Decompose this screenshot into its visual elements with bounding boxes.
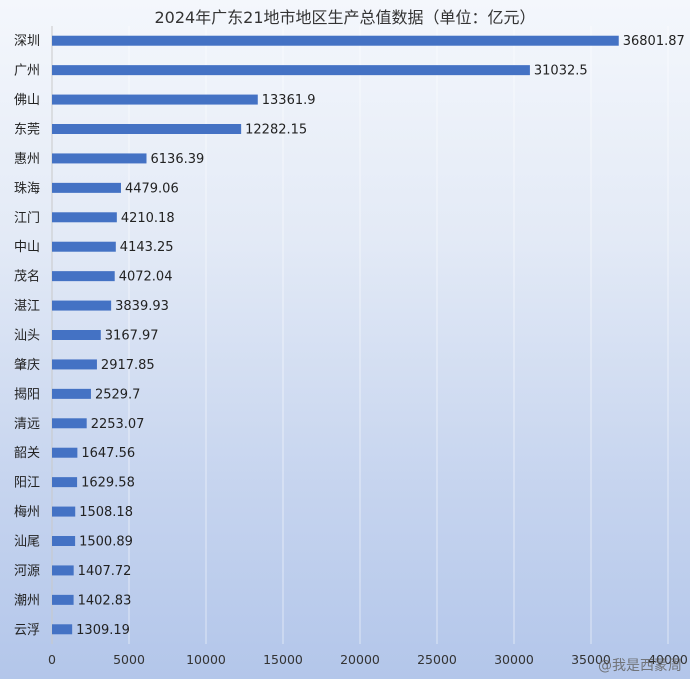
bar (52, 241, 116, 252)
x-tick-label: 40000 (648, 652, 688, 667)
category-label: 潮州 (14, 593, 40, 608)
bar (52, 212, 117, 223)
data-label: 3167.97 (105, 329, 159, 344)
x-tick-label: 35000 (571, 652, 611, 667)
bar (52, 330, 101, 340)
data-label: 1647.56 (81, 446, 135, 461)
bar (52, 477, 78, 488)
bar (52, 300, 112, 311)
bar (52, 182, 121, 193)
category-label: 东莞 (14, 123, 40, 138)
category-label: 珠海 (14, 181, 40, 196)
data-label: 12282.15 (245, 123, 307, 138)
data-label: 1500.89 (79, 535, 133, 550)
category-label: 湛江 (14, 299, 40, 314)
x-tick-label: 5000 (113, 652, 145, 667)
category-label: 汕头 (14, 329, 40, 344)
category-label: 茂名 (14, 269, 40, 285)
x-tick-label: 30000 (494, 652, 534, 667)
bar (52, 565, 74, 576)
data-label: 2917.85 (101, 358, 155, 373)
category-label: 云浮 (14, 623, 40, 638)
bar (52, 418, 87, 429)
category-label: 韶关 (14, 445, 40, 461)
bar (52, 153, 147, 164)
category-label: 深圳 (14, 34, 40, 49)
data-label: 4143.25 (120, 240, 174, 255)
data-label: 1508.18 (79, 505, 133, 520)
category-label: 汕尾 (14, 535, 40, 550)
data-label: 1402.83 (78, 593, 132, 608)
data-label: 1309.19 (76, 623, 130, 638)
bar (52, 624, 73, 635)
category-label: 佛山 (14, 93, 40, 108)
bar (52, 506, 76, 517)
data-label: 2529.7 (95, 387, 141, 402)
data-label: 13361.9 (262, 93, 316, 108)
category-label: 揭阳 (14, 387, 40, 402)
bar (52, 447, 78, 458)
category-label: 广州 (14, 64, 40, 79)
bar (52, 594, 74, 605)
bar (52, 35, 619, 46)
bar (52, 388, 91, 399)
x-tick-label: 15000 (263, 652, 303, 667)
x-tick-label: 25000 (417, 652, 457, 667)
data-label: 3839.93 (115, 299, 169, 314)
category-label: 河源 (14, 564, 40, 579)
data-label: 2253.07 (91, 417, 145, 432)
x-tick-label: 0 (48, 652, 56, 667)
chart-title: 2024年广东21地市地区生产总值数据（单位：亿元） (154, 8, 536, 27)
category-label: 肇庆 (14, 358, 40, 373)
bar (52, 359, 97, 370)
data-label: 36801.87 (623, 34, 685, 49)
data-label: 1407.72 (78, 564, 132, 579)
x-tick-label: 10000 (186, 652, 226, 667)
bar (52, 94, 258, 105)
bar (52, 124, 242, 134)
bar (52, 536, 76, 546)
category-label: 惠州 (14, 152, 40, 167)
category-label: 阳江 (14, 476, 40, 491)
category-label: 中山 (14, 240, 40, 255)
data-label: 4210.18 (121, 211, 175, 226)
data-label: 4479.06 (125, 181, 179, 196)
category-label: 清远 (14, 417, 40, 432)
category-label: 梅州 (14, 505, 40, 520)
data-label: 1629.58 (81, 476, 135, 491)
watermark: @我是西蒙周 (598, 658, 682, 674)
bar (52, 65, 530, 76)
data-label: 31032.5 (534, 64, 588, 79)
data-label: 6136.39 (151, 152, 205, 167)
x-tick-label: 20000 (340, 652, 380, 667)
bar (52, 271, 115, 282)
data-label: 4072.04 (119, 270, 173, 285)
category-label: 江门 (14, 211, 40, 226)
